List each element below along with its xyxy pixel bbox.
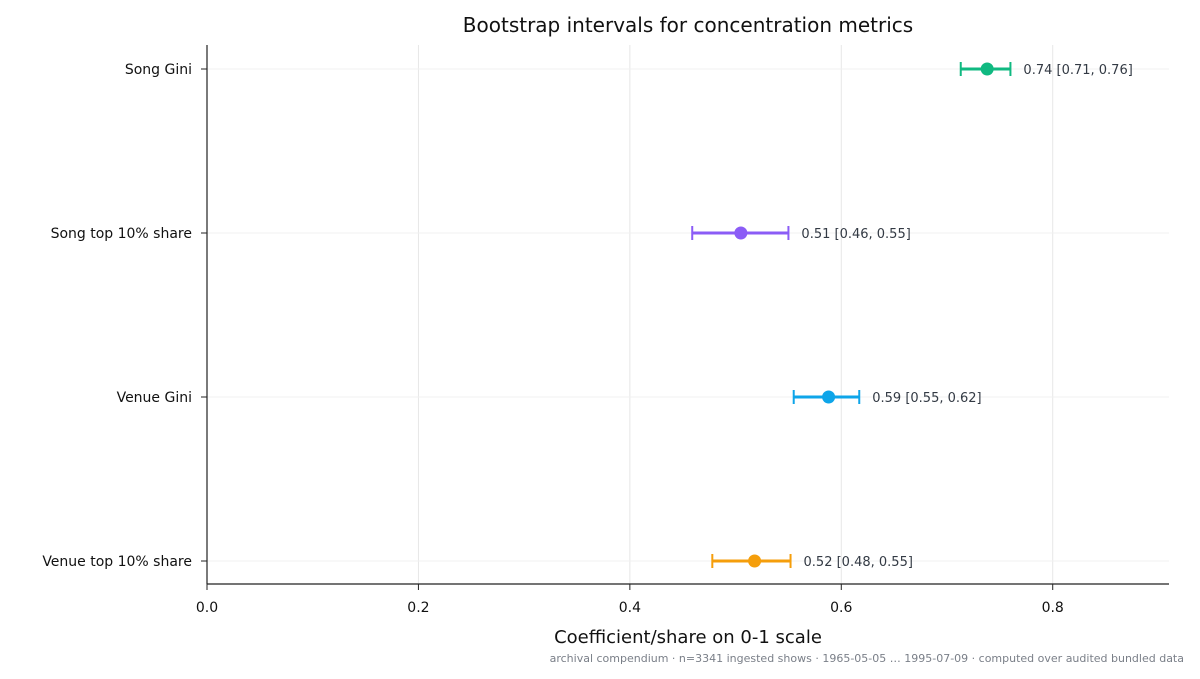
errorbar-1: 0.74 [0.71, 0.76]	[959, 62, 1133, 78]
estimate-annotation: 0.52 [0.48, 0.55]	[804, 555, 913, 570]
grid-lines	[206, 45, 1169, 584]
errorbar-3: 0.59 [0.55, 0.62]	[792, 390, 982, 406]
x-tick-label: 0.4	[619, 600, 641, 616]
x-axis-label: Coefficient/share on 0-1 scale	[554, 627, 822, 648]
estimate-point	[734, 226, 748, 240]
x-tick-label: 0.8	[1042, 600, 1064, 616]
chart-title: Bootstrap intervals for concentration me…	[463, 13, 913, 37]
x-tick-label: 0.2	[407, 600, 429, 616]
errorbar-2: 0.51 [0.46, 0.55]	[691, 226, 911, 242]
footer-note: archival compendium · n=3341 ingested sh…	[550, 652, 1184, 665]
estimate-annotation: 0.51 [0.46, 0.55]	[801, 227, 910, 242]
estimate-annotation: 0.59 [0.55, 0.62]	[872, 391, 981, 406]
y-tick-label: Venue top 10% share	[42, 554, 192, 570]
errorbar-4: 0.52 [0.48, 0.55]	[711, 554, 913, 570]
x-tick-label: 0.0	[196, 600, 218, 616]
estimate-point	[980, 62, 994, 76]
estimate-point	[748, 554, 762, 568]
estimate-annotation: 0.74 [0.71, 0.76]	[1023, 63, 1132, 78]
y-tick-group: Song Gini Song top 10% share Venue Gini Ven…	[42, 62, 207, 570]
y-tick-label: Venue Gini	[117, 390, 192, 406]
series-group: 0.74 [0.71, 0.76] 0.51 [0.46, 0.55] 0.59 […	[691, 62, 1133, 570]
y-tick-label: Song Gini	[125, 62, 192, 78]
estimate-point	[822, 390, 836, 404]
x-tick-label: 0.6	[830, 600, 852, 616]
y-tick-label: Song top 10% share	[51, 226, 192, 242]
x-tick-group: 0.0 0.2 0.4 0.6 0.8	[196, 584, 1064, 616]
